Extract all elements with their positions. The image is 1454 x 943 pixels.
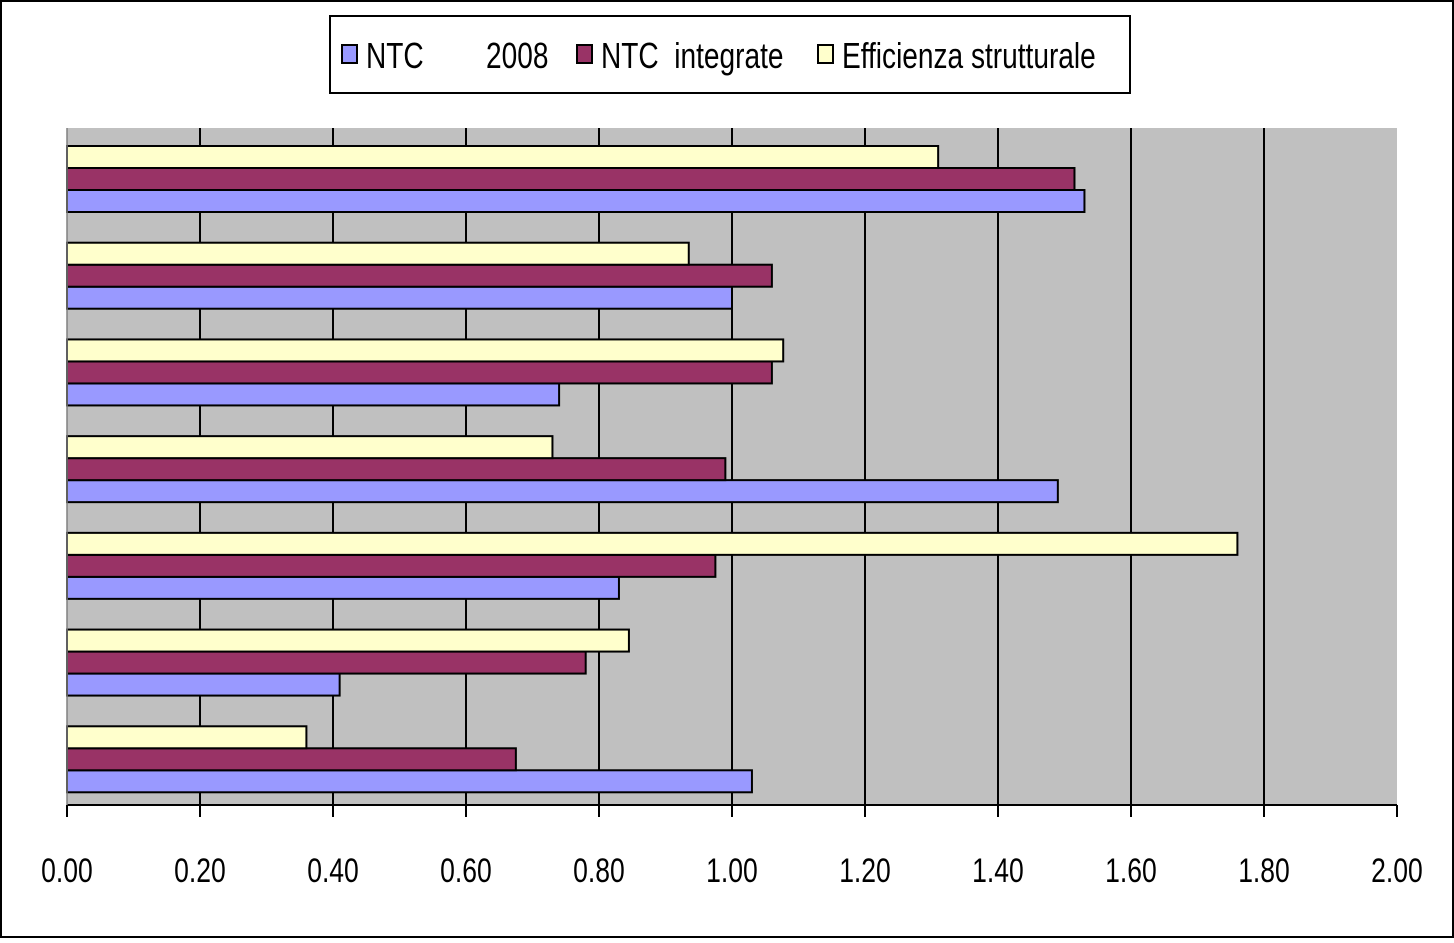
x-tick-label: 0.20 xyxy=(174,852,226,890)
bar xyxy=(66,553,717,578)
bar xyxy=(66,747,517,772)
bar xyxy=(66,189,1086,213)
bars xyxy=(66,145,1239,794)
x-tick-label: 0.80 xyxy=(573,852,625,890)
bar xyxy=(66,382,561,407)
x-tick-label: 1.40 xyxy=(972,852,1024,890)
x-axis: 0.00 0.20 0.40 0.60 0.80 1.00 1.20 1.40 1.60 1.80… xyxy=(41,128,1423,890)
legend-swatch xyxy=(341,44,358,64)
x-tick-label: 0.40 xyxy=(307,852,359,890)
x-tick-label: 1.00 xyxy=(706,852,758,890)
bar xyxy=(66,479,1059,504)
bar xyxy=(66,241,690,266)
legend-label: NTC 2008 xyxy=(366,36,548,76)
bar xyxy=(66,360,773,385)
bar xyxy=(66,338,785,363)
bar xyxy=(66,145,940,169)
legend-swatch xyxy=(576,44,593,64)
legend-swatch xyxy=(817,44,834,64)
x-tick-label: 1.80 xyxy=(1238,852,1290,890)
legend: NTC 2008 NTC integrate Efficienza struttur… xyxy=(329,15,1131,94)
bar xyxy=(66,575,620,600)
bar xyxy=(66,435,554,460)
bar xyxy=(66,725,308,750)
bar xyxy=(66,769,753,794)
bar xyxy=(66,531,1239,556)
bar xyxy=(66,263,773,288)
bar xyxy=(66,650,587,675)
x-tick-label: 0.00 xyxy=(41,852,93,890)
x-tick-label: 0.60 xyxy=(440,852,492,890)
bar xyxy=(66,457,727,482)
x-tick-label: 2.00 xyxy=(1371,852,1423,890)
x-tick-label: 1.20 xyxy=(839,852,891,890)
x-tick-label: 1.60 xyxy=(1105,852,1157,890)
bar xyxy=(66,672,341,697)
bar xyxy=(66,285,733,310)
legend-label: NTC integrate xyxy=(601,36,783,76)
bar xyxy=(66,628,630,653)
legend-box xyxy=(329,15,1131,94)
legend-label: Efficienza strutturale xyxy=(842,36,1096,76)
bar xyxy=(66,167,1076,191)
